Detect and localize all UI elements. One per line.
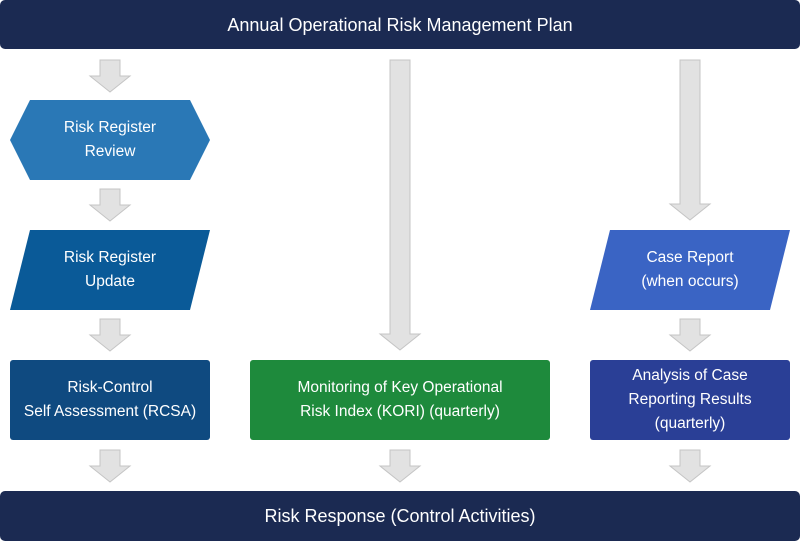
kori-label: Monitoring of Key Operational Risk Index… bbox=[297, 379, 503, 420]
analysis-label: Analysis of Case Reporting Results (quar… bbox=[628, 367, 752, 432]
long-down-arrow-icon bbox=[378, 59, 422, 351]
bottom-banner-shape bbox=[0, 491, 800, 541]
risk-register-review-label: Risk Register Review bbox=[63, 119, 157, 160]
bottom-banner-title: Risk Response (Control Activities) bbox=[264, 506, 536, 526]
down-arrow-icon bbox=[88, 449, 132, 483]
top-banner-title: Annual Operational Risk Management Plan bbox=[227, 14, 573, 35]
case-report-label: Case Report (when occurs) bbox=[641, 249, 739, 290]
down-arrow-icon bbox=[88, 59, 132, 93]
kori-shape bbox=[250, 360, 550, 440]
down-arrow-icon bbox=[88, 318, 132, 352]
down-arrow-icon bbox=[668, 449, 712, 483]
down-arrow-icon bbox=[378, 449, 422, 483]
rcsa-label: Risk-Control Self Assessment (RCSA) bbox=[23, 379, 197, 420]
risk-register-update-shape bbox=[10, 230, 210, 310]
down-arrow-icon bbox=[668, 318, 712, 352]
top-banner-shape bbox=[0, 0, 800, 49]
rcsa-shape bbox=[10, 360, 210, 440]
risk-register-update-label: Risk Register Update bbox=[63, 249, 157, 290]
analysis-shape bbox=[590, 360, 790, 440]
risk-register-review-shape bbox=[10, 100, 210, 180]
case-report-shape bbox=[590, 230, 790, 310]
long-down-arrow-icon bbox=[668, 59, 712, 221]
down-arrow-icon bbox=[88, 188, 132, 222]
